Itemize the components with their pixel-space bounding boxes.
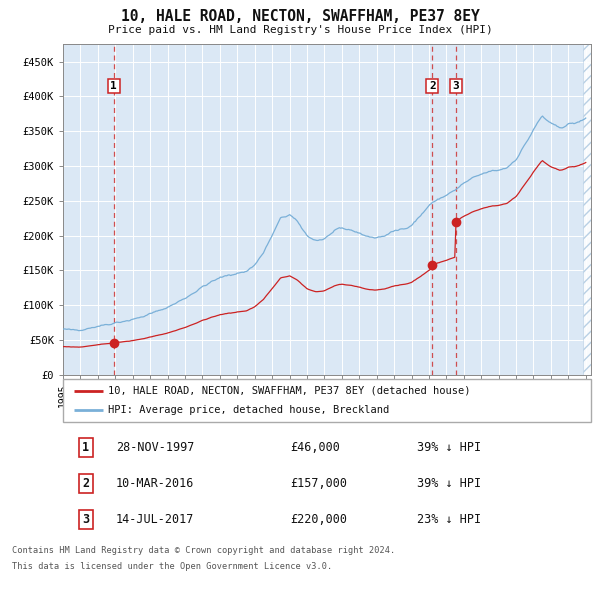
Text: 1: 1 — [110, 81, 117, 91]
Text: This data is licensed under the Open Government Licence v3.0.: This data is licensed under the Open Gov… — [12, 562, 332, 571]
Text: 2: 2 — [429, 81, 436, 91]
Text: 14-JUL-2017: 14-JUL-2017 — [116, 513, 194, 526]
Text: £220,000: £220,000 — [290, 513, 347, 526]
Text: 10, HALE ROAD, NECTON, SWAFFHAM, PE37 8EY (detached house): 10, HALE ROAD, NECTON, SWAFFHAM, PE37 8E… — [108, 386, 470, 396]
Text: £46,000: £46,000 — [290, 441, 340, 454]
Text: £157,000: £157,000 — [290, 477, 347, 490]
Text: 3: 3 — [82, 513, 89, 526]
Text: 1: 1 — [82, 441, 89, 454]
Text: 39% ↓ HPI: 39% ↓ HPI — [417, 441, 481, 454]
Text: 10-MAR-2016: 10-MAR-2016 — [116, 477, 194, 490]
Text: 3: 3 — [452, 81, 459, 91]
Text: 39% ↓ HPI: 39% ↓ HPI — [417, 477, 481, 490]
Text: Contains HM Land Registry data © Crown copyright and database right 2024.: Contains HM Land Registry data © Crown c… — [12, 546, 395, 555]
Text: 23% ↓ HPI: 23% ↓ HPI — [417, 513, 481, 526]
Text: 2: 2 — [82, 477, 89, 490]
Text: 10, HALE ROAD, NECTON, SWAFFHAM, PE37 8EY: 10, HALE ROAD, NECTON, SWAFFHAM, PE37 8E… — [121, 9, 479, 24]
Text: HPI: Average price, detached house, Breckland: HPI: Average price, detached house, Brec… — [108, 405, 389, 415]
Text: Price paid vs. HM Land Registry's House Price Index (HPI): Price paid vs. HM Land Registry's House … — [107, 25, 493, 35]
Text: 28-NOV-1997: 28-NOV-1997 — [116, 441, 194, 454]
